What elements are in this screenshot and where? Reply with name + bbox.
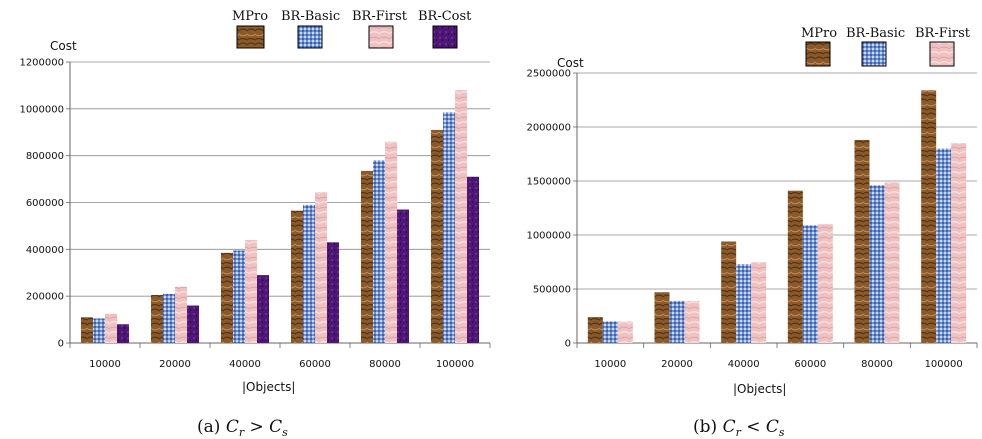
chart-b-bar-br-basic-20000: [669, 300, 685, 343]
chart-a-xtick-label: 40000: [229, 359, 261, 370]
chart-b-xtick-label: 60000: [794, 359, 826, 370]
chart-a-bar-br-first-100000: [455, 90, 467, 343]
chart-a-xtick-label: 80000: [369, 359, 401, 370]
chart-a: Cost MPro BR-Basic BR-First BR-Cost 0 200…: [19, 9, 491, 439]
chart-a-caption: (a) Cr > Cs: [197, 417, 288, 439]
chart-a-xtick-label: 100000: [436, 359, 474, 370]
chart-b-bar-br-first-60000: [817, 224, 833, 343]
legend-b-br-first-label: BR-First: [915, 26, 971, 41]
chart-b-xtick-label: 40000: [728, 359, 760, 370]
chart-a-legend: MPro BR-Basic BR-First BR-Cost: [232, 9, 472, 49]
chart-a-bar-br-cost-100000: [467, 176, 479, 343]
chart-a-ytick-label: 1000000: [19, 104, 64, 115]
legend-a-br-cost-label: BR-Cost: [418, 9, 472, 24]
chart-b-ytick-label: 500000: [533, 285, 571, 296]
chart-b-xtick-label: 100000: [925, 359, 963, 370]
chart-b-bar-mpro-80000: [854, 139, 870, 343]
chart-a-bar-br-cost-10000: [117, 324, 129, 343]
chart-b-bar-br-basic-80000: [869, 185, 885, 343]
chart-a-bar-br-first-40000: [245, 239, 257, 343]
legend-b-br-basic-label: BR-Basic: [846, 26, 905, 41]
legend-a-br-first-label: BR-First: [352, 9, 408, 24]
chart-a-bar-mpro-60000: [291, 210, 303, 343]
legend-b-br-basic-swatch: [861, 41, 887, 67]
chart-a-bar-br-cost-40000: [257, 275, 269, 343]
chart-b-ytick-label: 2500000: [526, 69, 571, 80]
chart-b-bar-mpro-40000: [721, 241, 737, 343]
chart-b-bar-br-first-40000: [751, 262, 767, 343]
chart-b-ytick-label: 1500000: [526, 177, 571, 188]
chart-b-legend: MPro BR-Basic BR-First: [801, 26, 971, 67]
chart-b-bar-br-first-100000: [951, 143, 967, 343]
chart-b-ylabel: Cost: [557, 56, 584, 70]
chart-b-xtick-label: 20000: [661, 359, 693, 370]
legend-b-br-first-swatch: [929, 41, 955, 67]
chart-b-bar-br-basic-40000: [736, 264, 752, 343]
chart-a-bar-mpro-80000: [361, 170, 373, 343]
chart-a-bar-br-cost-60000: [327, 242, 339, 343]
chart-a-bar-br-cost-80000: [397, 209, 409, 343]
legend-a-br-basic-label: BR-Basic: [281, 9, 340, 24]
legend-a-mpro-swatch: [236, 25, 265, 49]
chart-a-bar-mpro-10000: [81, 317, 93, 343]
legend-a-mpro-label: MPro: [232, 9, 268, 24]
chart-a-bar-br-first-80000: [385, 141, 397, 343]
legend-a-br-basic-swatch: [297, 25, 323, 49]
chart-b-ytick-label: 2000000: [526, 123, 571, 134]
chart-a-bar-br-first-20000: [175, 286, 187, 343]
chart-b-bar-br-first-20000: [684, 300, 700, 343]
chart-a-bar-br-basic-80000: [373, 160, 385, 343]
chart-b-bar-br-basic-10000: [602, 321, 618, 343]
chart-a-bar-br-basic-60000: [303, 204, 315, 343]
chart-b-bar-mpro-20000: [654, 292, 670, 343]
chart-a-xtick-label: 20000: [159, 359, 191, 370]
chart-a-ytick-label: 1200000: [19, 58, 64, 69]
chart-b-caption: (b) Cr < Cs: [693, 417, 785, 439]
chart-b-bar-mpro-60000: [787, 190, 803, 343]
legend-a-br-first-swatch: [368, 25, 394, 49]
legend-b-mpro-swatch: [805, 41, 831, 67]
chart-a-bar-br-first-60000: [315, 191, 327, 343]
chart-a-bar-br-first-10000: [105, 313, 117, 343]
chart-a-xlabel: |Objects|: [242, 380, 295, 394]
chart-b-ytick-label: 1000000: [526, 231, 571, 242]
chart-a-xtick-label: 10000: [89, 359, 121, 370]
chart-b-bar-mpro-100000: [921, 90, 937, 343]
chart-b-bar-br-basic-60000: [802, 225, 818, 343]
chart-a-bar-mpro-100000: [431, 129, 443, 343]
chart-a-ytick-label: 200000: [26, 292, 64, 303]
chart-a-bar-br-basic-40000: [233, 250, 245, 343]
chart-a-ytick-label: 600000: [26, 198, 64, 209]
chart-b-bar-br-first-10000: [617, 321, 633, 343]
chart-b-xtick-label: 10000: [594, 359, 626, 370]
chart-a-bar-mpro-40000: [221, 252, 233, 343]
chart-a-ylabel: Cost: [50, 39, 77, 53]
chart-a-bar-br-basic-10000: [93, 318, 105, 343]
chart-b-xlabel: |Objects|: [733, 382, 786, 396]
chart-b-ytick-label: 0: [565, 339, 571, 350]
chart-a-plot-area: 0 200000 400000 600000 800000 1000000 1200000 1…: [19, 58, 491, 370]
chart-b: Cost MPro BR-Basic BR-First 0 500000 10000…: [526, 26, 978, 439]
chart-a-bar-mpro-20000: [151, 294, 163, 343]
chart-a-ytick-label: 400000: [26, 245, 64, 256]
chart-a-ytick-label: 0: [58, 339, 64, 350]
chart-a-bar-br-basic-20000: [163, 293, 175, 343]
chart-a-bar-br-cost-20000: [187, 305, 199, 343]
chart-a-ytick-label: 800000: [26, 151, 64, 162]
chart-b-bar-mpro-10000: [587, 317, 603, 343]
chart-b-bar-br-first-80000: [884, 182, 900, 343]
legend-b-mpro-label: MPro: [801, 26, 837, 41]
chart-a-xtick-label: 60000: [299, 359, 331, 370]
chart-b-plot-area: 0 500000 1000000 1500000 2000000 2500000 10000…: [526, 69, 978, 370]
chart-a-bar-br-basic-100000: [443, 112, 455, 344]
chart-b-xtick-label: 80000: [861, 359, 893, 370]
legend-a-br-cost-swatch: [432, 25, 458, 49]
chart-b-bar-br-basic-100000: [936, 148, 952, 343]
